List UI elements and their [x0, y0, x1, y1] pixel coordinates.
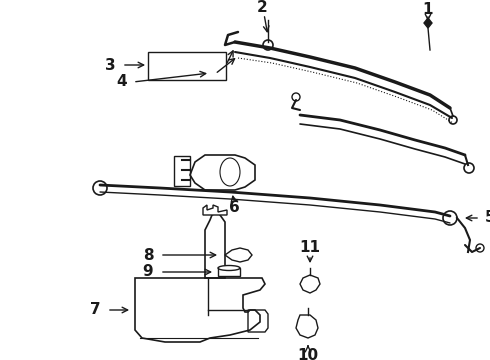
Bar	[218, 268, 240, 276]
Text: 2: 2	[257, 0, 268, 15]
Polygon shape	[203, 205, 227, 215]
Text: 11: 11	[299, 240, 320, 256]
Polygon shape	[424, 18, 432, 28]
Ellipse shape	[218, 266, 240, 270]
Text: 3: 3	[105, 58, 115, 72]
Text: 6: 6	[229, 201, 240, 216]
Text: 8: 8	[143, 248, 153, 262]
Polygon shape	[225, 248, 252, 262]
Text: 9: 9	[143, 265, 153, 279]
Polygon shape	[300, 275, 320, 293]
Text: 1: 1	[423, 3, 433, 18]
Text: 4: 4	[117, 75, 127, 90]
Polygon shape	[205, 212, 225, 278]
Text: 7: 7	[90, 302, 100, 318]
Text: 5: 5	[485, 211, 490, 225]
Text: 10: 10	[297, 347, 318, 360]
Bar	[148, 52, 226, 80]
